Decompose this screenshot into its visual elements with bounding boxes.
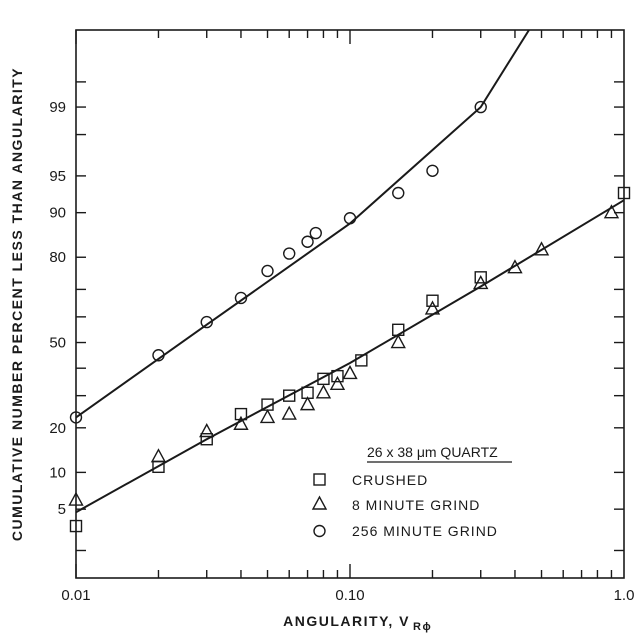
x-tick-label: 1.0 — [614, 587, 635, 604]
data-points-layer — [68, 100, 631, 533]
grind-8min-point — [259, 408, 276, 424]
legend-square-marker — [313, 473, 326, 486]
x-axis-title: ANGULARITY, V — [283, 613, 410, 629]
crushed-point — [331, 369, 344, 383]
y-tick-label: 10 — [49, 464, 66, 481]
grind-8min-point — [299, 396, 316, 411]
fit-line-1 — [75, 199, 625, 514]
crushed-point — [426, 294, 439, 307]
legend-label-8-minute: 8 MINUTE GRIND — [352, 497, 480, 513]
x-tick-label: 0.01 — [61, 587, 90, 604]
legend-label-crushed: CRUSHED — [352, 472, 428, 488]
legend-label-256-minute: 256 MINUTE GRIND — [352, 523, 498, 539]
crushed-point — [234, 407, 248, 421]
ticks-layer: 0.01 0.10 1.0 5 10 20 50 80 90 95 99 — [49, 30, 634, 604]
grind-256min-point — [309, 226, 322, 240]
y-tick-label: 20 — [49, 420, 66, 437]
y-tick-label: 5 — [58, 501, 66, 518]
crushed-point — [200, 433, 213, 446]
legend-triangle-marker — [311, 495, 328, 510]
grind-256min-point — [474, 100, 487, 114]
grind-8min-point — [281, 405, 297, 420]
grind-256min-point — [283, 247, 296, 260]
x-axis-title-subscript: Rϕ — [413, 621, 432, 633]
legend-title: 26 x 38 μm QUARTZ — [367, 444, 498, 460]
y-tick-label: 50 — [49, 335, 66, 352]
plot-frame — [75, 29, 625, 579]
grind-256min-point — [234, 291, 248, 305]
fit-line-2 — [75, 29, 530, 419]
grind-8min-point — [424, 300, 441, 315]
y-tick-label: 80 — [49, 249, 66, 266]
grind-8min-point — [233, 415, 249, 430]
grind-256min-point — [392, 186, 405, 200]
grind-8min-point — [199, 423, 215, 438]
crushed-point — [355, 354, 368, 367]
grind-8min-point — [342, 365, 358, 380]
legend-circle-marker — [313, 524, 326, 538]
grind-256min-point — [301, 235, 314, 248]
grind-256min-point — [200, 315, 213, 329]
grind-8min-point — [329, 375, 346, 391]
y-tick-label: 99 — [49, 99, 66, 116]
x-tick-label: 0.10 — [335, 587, 364, 604]
legend: 26 x 38 μm QUARTZ CRUSHED 8 MINUTE GRIND… — [311, 444, 512, 539]
grind-8min-point — [473, 275, 489, 290]
crushed-point — [474, 271, 487, 284]
grind-8min-point — [533, 241, 550, 256]
grind-8min-point — [315, 384, 332, 399]
grind-8min-point — [603, 204, 620, 219]
grind-256min-point — [152, 349, 165, 362]
grind-256min-point — [426, 164, 439, 177]
grind-256min-point — [261, 264, 274, 278]
y-tick-label: 90 — [49, 205, 66, 222]
crushed-point — [283, 389, 296, 402]
fit-lines-layer — [75, 29, 625, 514]
y-tick-label: 95 — [49, 168, 66, 185]
grind-8min-point — [150, 448, 167, 463]
grind-8min-point — [390, 334, 406, 349]
grind-256min-point — [343, 212, 357, 225]
grind-8min-point — [507, 259, 523, 274]
y-axis-title: CUMULATIVE NUMBER PERCENT LESS THAN ANGU… — [9, 67, 25, 541]
